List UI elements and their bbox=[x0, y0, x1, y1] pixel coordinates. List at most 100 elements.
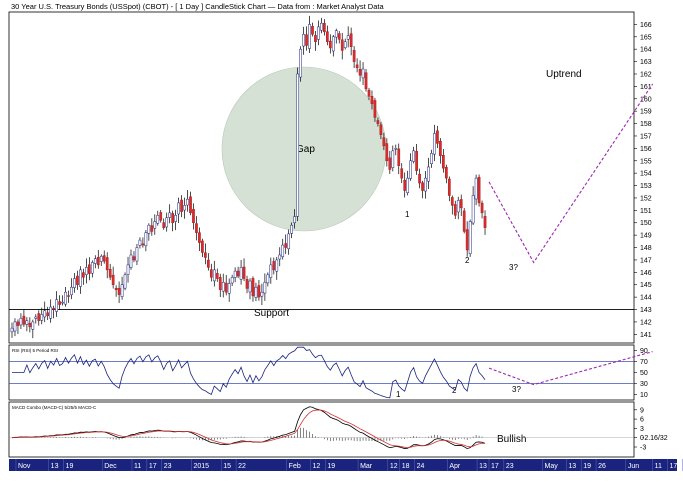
candle-body bbox=[418, 173, 421, 184]
candle-body bbox=[117, 287, 121, 295]
candle-body bbox=[477, 177, 481, 204]
candle-body bbox=[215, 273, 219, 279]
candle-body bbox=[88, 264, 91, 274]
x-tick-label: 22 bbox=[238, 463, 246, 470]
macd-tick-label: 6 bbox=[640, 417, 644, 424]
rsi-wave-label-3: 3? bbox=[512, 385, 521, 394]
x-tick-label: 19 bbox=[66, 463, 74, 470]
x-tick-label: 11 bbox=[134, 463, 141, 470]
candle-body bbox=[334, 30, 338, 38]
price-projection-line bbox=[488, 83, 654, 264]
macd-panel-frame bbox=[8, 401, 635, 458]
chart-marks: 1411421431441451461471481491501511521531… bbox=[9, 15, 683, 471]
macd-tick-label: -3 bbox=[640, 445, 646, 452]
candle-body bbox=[236, 270, 240, 277]
rsi-tick-label: 30 bbox=[640, 381, 648, 388]
price-tick-label: 166 bbox=[640, 22, 652, 29]
candle-body bbox=[409, 160, 412, 179]
candle-body bbox=[302, 34, 305, 47]
candle-body bbox=[406, 177, 410, 193]
rsi-wave-label-1: 1 bbox=[396, 390, 401, 399]
candle-body bbox=[64, 291, 67, 305]
candle-body bbox=[346, 35, 350, 40]
x-tick-label: 17 bbox=[149, 463, 157, 470]
candle-body bbox=[263, 282, 267, 294]
candle-body bbox=[43, 310, 47, 318]
support-label: Support bbox=[254, 308, 289, 319]
price-panel-frame bbox=[8, 11, 635, 344]
candle-body bbox=[427, 166, 430, 182]
x-tick-label: 18 bbox=[402, 463, 410, 470]
price-tick-label: 146 bbox=[640, 270, 652, 277]
candle-body bbox=[85, 267, 88, 275]
candle-body bbox=[320, 22, 323, 31]
x-tick-label: 19 bbox=[327, 463, 335, 470]
candle-body bbox=[376, 120, 380, 124]
candle-body bbox=[445, 166, 448, 179]
x-tick-label: 17 bbox=[491, 463, 499, 470]
candle-body bbox=[212, 269, 216, 282]
candle-body bbox=[284, 243, 288, 248]
candle-body bbox=[456, 200, 460, 213]
candle-body bbox=[10, 327, 14, 333]
candle-body bbox=[61, 301, 64, 304]
x-tick-label: Jun bbox=[628, 463, 639, 470]
candle-body bbox=[260, 291, 264, 297]
candle-body bbox=[367, 89, 371, 97]
candle-body bbox=[13, 321, 17, 332]
candle-body bbox=[132, 256, 136, 261]
candle-body bbox=[221, 282, 225, 292]
candle-body bbox=[37, 313, 41, 321]
candle-body bbox=[391, 150, 395, 168]
candle-body bbox=[370, 96, 374, 104]
candle-body bbox=[55, 299, 58, 312]
candle-body bbox=[198, 232, 201, 243]
candle-body bbox=[281, 244, 285, 257]
candle-body bbox=[403, 179, 407, 191]
price-tick-label: 163 bbox=[640, 59, 652, 66]
price-tick-label: 152 bbox=[640, 195, 652, 202]
price-tick-label: 144 bbox=[640, 295, 652, 302]
candle-body bbox=[358, 69, 362, 76]
candle-body bbox=[257, 285, 261, 298]
x-tick-label: 26 bbox=[598, 463, 606, 470]
x-tick-label: 13 bbox=[51, 463, 59, 470]
wave-label-3: 3? bbox=[509, 263, 518, 272]
candle-body bbox=[317, 26, 320, 40]
x-tick-label: Apr bbox=[449, 463, 461, 470]
candle-body bbox=[305, 34, 308, 46]
candle-body bbox=[379, 124, 383, 135]
candle-body bbox=[174, 215, 177, 222]
candle-body bbox=[412, 150, 415, 162]
price-tick-label: 149 bbox=[640, 233, 652, 240]
uptrend-label: Uptrend bbox=[546, 69, 582, 80]
candle-body bbox=[120, 284, 124, 297]
candle-body bbox=[150, 225, 154, 232]
candle-body bbox=[138, 239, 142, 246]
price-tick-label: 143 bbox=[640, 307, 652, 314]
candle-body bbox=[79, 269, 82, 287]
x-tick-label: 23 bbox=[164, 463, 172, 470]
candle-body bbox=[129, 254, 133, 268]
macd-tick-label: 0 bbox=[640, 435, 644, 442]
candle-body bbox=[415, 150, 418, 171]
gap-label: Gap bbox=[296, 144, 315, 155]
rsi-projection-line bbox=[488, 351, 653, 386]
candle-body bbox=[73, 278, 76, 288]
candle-body bbox=[382, 137, 386, 147]
candle-body bbox=[459, 199, 463, 209]
macd-tick-label: 3 bbox=[640, 426, 644, 433]
candle-body bbox=[326, 31, 329, 43]
candle-body bbox=[162, 222, 166, 228]
candle-body bbox=[49, 306, 53, 319]
x-axis-bar bbox=[9, 459, 677, 471]
candle-body bbox=[171, 213, 175, 223]
candle-body bbox=[355, 64, 359, 69]
candle-body bbox=[93, 258, 97, 264]
price-tick-label: 142 bbox=[640, 319, 652, 326]
candle-body bbox=[400, 168, 404, 179]
x-tick-label: 12 bbox=[312, 463, 320, 470]
candle-body bbox=[468, 221, 472, 254]
rsi-tick-label: 50 bbox=[640, 370, 648, 377]
